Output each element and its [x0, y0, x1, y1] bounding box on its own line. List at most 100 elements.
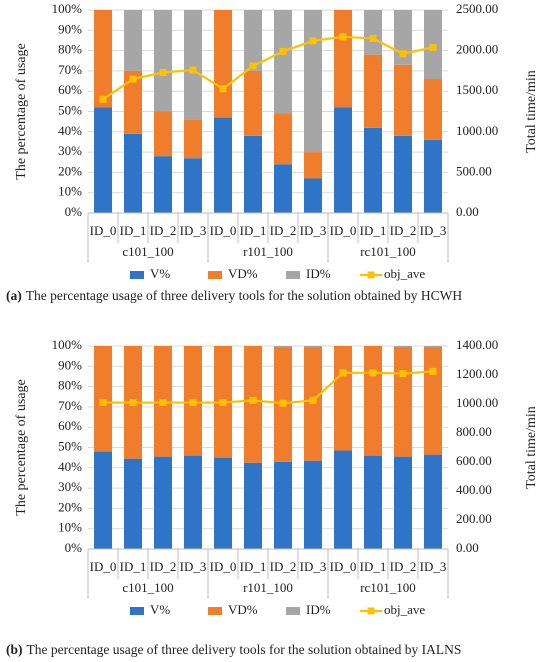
line-marker	[249, 396, 257, 404]
legend-label: VD%	[228, 266, 258, 281]
y2-tick-label: 2000.00	[456, 42, 498, 57]
x-tick-label: ID_3	[420, 223, 447, 238]
line-marker	[309, 396, 317, 404]
bar-segment	[244, 346, 262, 463]
bar-segment	[364, 54, 382, 128]
y2-tick-label: 0.00	[456, 204, 479, 219]
legend-label: VD%	[228, 602, 258, 617]
y-tick-label: 30%	[58, 479, 82, 494]
bar-segment	[124, 70, 142, 134]
caption: (a) The percentage usage of three deliver…	[6, 288, 462, 303]
line-marker	[399, 50, 407, 58]
legend-label: obj_ave	[384, 602, 425, 617]
y2-tick-label: 1500.00	[456, 82, 498, 97]
bar-segment	[424, 139, 442, 213]
legend-swatch	[208, 607, 222, 615]
x-tick-label: ID_0	[90, 559, 117, 574]
x-tick-label: ID_0	[210, 223, 237, 238]
caption-text: The percentage usage of three delivery t…	[27, 642, 462, 657]
y2-axis-title: Total time/min	[524, 70, 539, 153]
x-tick-label: ID_3	[420, 559, 447, 574]
line-marker	[219, 399, 227, 407]
legend-label: obj_ave	[384, 266, 425, 281]
bar-segment	[394, 347, 412, 457]
bar-segment	[364, 127, 382, 213]
bar-segment	[94, 346, 112, 452]
bar-segment	[304, 178, 322, 213]
legend-swatch	[286, 271, 300, 279]
bar-segment	[184, 158, 202, 213]
x-tick-label: ID_1	[240, 559, 267, 574]
bar-segment	[304, 152, 322, 179]
group-label: rc101_100	[360, 580, 416, 595]
bar-segment	[424, 347, 442, 455]
line-marker	[309, 37, 317, 45]
bar-segment	[394, 64, 412, 136]
y-tick-label: 0%	[65, 204, 83, 219]
x-tick-label: ID_0	[210, 559, 237, 574]
line-marker	[369, 369, 377, 377]
x-tick-label: ID_2	[390, 559, 417, 574]
bar-segment	[274, 346, 292, 348]
bar-segment	[274, 10, 292, 114]
legend-swatch	[130, 607, 144, 615]
bar-segment	[154, 456, 172, 549]
bar-segment	[94, 10, 112, 108]
line-marker	[129, 399, 137, 407]
bar-segment	[304, 346, 322, 348]
y-tick-label: 10%	[58, 184, 82, 199]
y2-tick-label: 1200.00	[456, 366, 498, 381]
bar-segment	[244, 70, 262, 136]
y2-axis-title: Total time/min	[524, 406, 539, 489]
y2-tick-label: 400.00	[456, 482, 492, 497]
bar-segment	[214, 10, 232, 118]
bar-segment	[364, 455, 382, 549]
group-label: c101_100	[122, 244, 173, 259]
y-tick-label: 20%	[58, 163, 82, 178]
line-marker	[339, 369, 347, 377]
bar-segment	[334, 10, 352, 108]
y2-tick-label: 600.00	[456, 453, 492, 468]
line-marker	[219, 85, 227, 93]
caption-tag: (a)	[6, 288, 22, 303]
bar-segment	[394, 456, 412, 549]
caption: (b) The percentage usage of three deliver…	[6, 642, 461, 657]
bar-segment	[334, 107, 352, 213]
group-label: rc101_100	[360, 244, 416, 259]
bar-segment	[304, 460, 322, 549]
legend-swatch	[286, 607, 300, 615]
x-tick-label: ID_3	[300, 223, 327, 238]
group-label: r101_100	[243, 244, 293, 259]
bar-segment	[334, 450, 352, 549]
line-marker	[429, 43, 437, 51]
x-tick-label: ID_3	[180, 223, 207, 238]
y-axis-title: The percentage of usage	[14, 43, 29, 179]
y-tick-label: 100%	[52, 337, 83, 352]
bar-segment	[184, 119, 202, 159]
bar-segment	[214, 457, 232, 549]
line-marker	[99, 399, 107, 407]
x-tick-label: ID_1	[120, 223, 147, 238]
y2-tick-label: 1400.00	[456, 337, 498, 352]
bar-segment	[424, 79, 442, 140]
y-tick-label: 100%	[52, 1, 83, 16]
legend-label: ID%	[306, 602, 331, 617]
y-tick-label: 60%	[58, 82, 82, 97]
y-tick-label: 50%	[58, 102, 82, 117]
y2-tick-label: 1000.00	[456, 395, 498, 410]
x-tick-label: ID_1	[360, 223, 387, 238]
x-tick-label: ID_1	[120, 559, 147, 574]
legend-label: V%	[150, 602, 170, 617]
bar-segment	[184, 10, 202, 120]
bar-segment	[334, 346, 352, 451]
bar-segment	[154, 111, 172, 157]
line-marker	[189, 399, 197, 407]
y-tick-label: 80%	[58, 378, 82, 393]
line-marker	[129, 75, 137, 83]
y-tick-label: 10%	[58, 520, 82, 535]
series-line	[103, 370, 434, 405]
y2-tick-label: 500.00	[456, 163, 492, 178]
x-tick-label: ID_1	[360, 559, 387, 574]
legend-swatch	[130, 271, 144, 279]
